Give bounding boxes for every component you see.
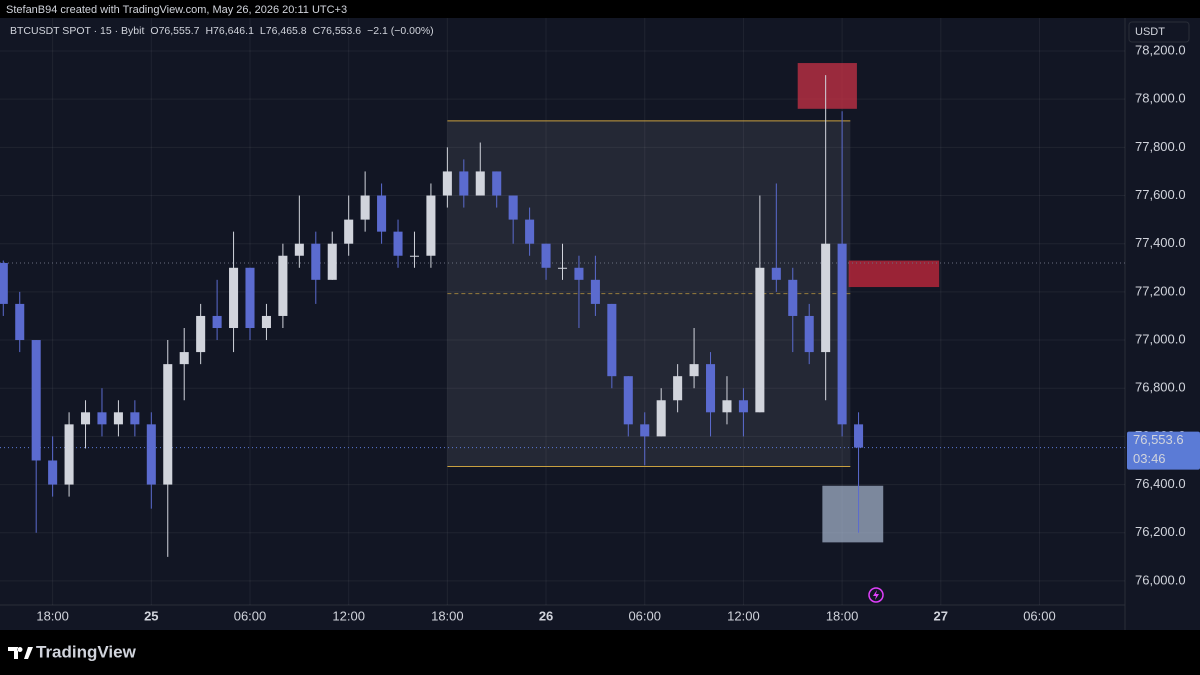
candle-body xyxy=(294,243,304,256)
currency-box xyxy=(1128,21,1190,43)
y-tick-label: 76,000.0 xyxy=(1135,572,1186,587)
candle-body xyxy=(81,412,91,425)
ohlc-value: O76,555.7 xyxy=(150,25,199,37)
y-tick-label: 76,200.0 xyxy=(1135,524,1186,539)
ohlc-value: L76,465.8 xyxy=(260,25,307,37)
candle-body xyxy=(508,195,518,220)
candle-body xyxy=(475,171,485,196)
candle-body xyxy=(706,364,716,413)
countdown: 03:46 xyxy=(1133,451,1166,466)
candle-body xyxy=(788,279,798,316)
candle-body xyxy=(656,400,666,437)
candle-body xyxy=(574,267,584,280)
candle-body xyxy=(689,364,699,377)
candle-body xyxy=(278,255,288,316)
y-tick-label: 78,000.0 xyxy=(1135,91,1186,106)
candle-body xyxy=(722,400,732,413)
candle-body xyxy=(15,303,25,341)
brand: TradingView xyxy=(36,642,137,661)
x-tick-label: 12:00 xyxy=(727,608,760,623)
candle-body xyxy=(738,400,748,413)
ohlc-value: H76,646.1 xyxy=(205,25,254,37)
candle-body xyxy=(426,195,436,256)
y-tick-label: 77,800.0 xyxy=(1135,139,1186,154)
candle-body xyxy=(212,315,222,328)
candle-body xyxy=(97,412,107,425)
y-tick-label: 76,400.0 xyxy=(1135,476,1186,491)
symbol-legend: BTCUSDT SPOT · 15 · Bybit O76,555.7 H76,64… xyxy=(10,25,434,37)
x-tick-label: 18:00 xyxy=(36,608,69,623)
currency: USDT xyxy=(1135,26,1165,38)
candle-body xyxy=(327,243,337,280)
candle-body xyxy=(492,171,502,196)
candle-body xyxy=(261,315,271,328)
plot: 76,000.076,200.076,400.076,600.076,800.0… xyxy=(0,18,1200,623)
y-tick-label: 77,600.0 xyxy=(1135,187,1186,202)
candle-body xyxy=(755,267,765,413)
zone xyxy=(447,120,851,467)
candle-body xyxy=(525,219,535,244)
brand-logo xyxy=(8,647,33,659)
candle-body xyxy=(771,267,781,280)
zone xyxy=(848,260,940,288)
candle-body xyxy=(130,412,140,425)
candle-body xyxy=(837,243,847,425)
candle-body xyxy=(179,352,189,365)
candle-body xyxy=(360,195,370,220)
candle-body xyxy=(623,376,633,425)
x-tick-label: 06:00 xyxy=(628,608,661,623)
candle-body xyxy=(0,262,8,304)
candle-body xyxy=(557,267,568,269)
candle-body xyxy=(229,267,239,328)
candle-body xyxy=(393,231,403,256)
x-tick-label: 27 xyxy=(934,608,948,623)
zone xyxy=(797,63,857,109)
candle-body xyxy=(541,243,551,268)
alert-icon xyxy=(868,587,884,603)
candle-body xyxy=(409,255,419,257)
candle-body xyxy=(48,460,58,485)
candle-body xyxy=(673,376,683,401)
x-tick-label: 26 xyxy=(539,608,553,623)
candle-body xyxy=(31,340,41,461)
x-tick-label: 18:00 xyxy=(826,608,859,623)
candle-body xyxy=(804,315,814,353)
x-tick-label: 12:00 xyxy=(332,608,365,623)
candle-body xyxy=(196,315,206,353)
last-price-box xyxy=(1127,431,1200,470)
ohlc-value: C76,553.6 xyxy=(313,25,362,37)
candle-body xyxy=(821,243,831,353)
candle-body xyxy=(113,412,123,425)
candle-body xyxy=(344,219,354,244)
x-tick-label: 06:00 xyxy=(1023,608,1056,623)
attribution: StefanB94 created with TradingView.com, … xyxy=(6,4,347,16)
zone xyxy=(822,485,884,543)
y-tick-label: 77,000.0 xyxy=(1135,331,1186,346)
candle-body xyxy=(459,171,469,196)
candle-body xyxy=(163,364,173,485)
candle-body xyxy=(590,279,600,304)
candle-body xyxy=(854,424,864,448)
y-tick-label: 76,800.0 xyxy=(1135,380,1186,395)
candle-body xyxy=(640,424,650,437)
candle-body xyxy=(245,267,255,328)
change: −2.1 (−0.00%) xyxy=(367,25,434,37)
candle-body xyxy=(377,195,387,232)
y-tick-label: 77,400.0 xyxy=(1135,235,1186,250)
candle-body xyxy=(64,424,74,485)
y-tick-label: 78,200.0 xyxy=(1135,42,1186,57)
candle-body xyxy=(146,424,156,485)
y-tick-label: 77,200.0 xyxy=(1135,283,1186,298)
candle-body xyxy=(607,303,617,377)
candle-body xyxy=(442,171,452,196)
x-tick-label: 18:00 xyxy=(431,608,464,623)
candle-body xyxy=(311,243,321,280)
x-tick-label: 25 xyxy=(144,608,158,623)
x-tick-label: 06:00 xyxy=(234,608,267,623)
last-price-label: 76,553.6 xyxy=(1133,432,1184,447)
symbol: BTCUSDT SPOT · 15 · Bybit xyxy=(10,25,144,37)
